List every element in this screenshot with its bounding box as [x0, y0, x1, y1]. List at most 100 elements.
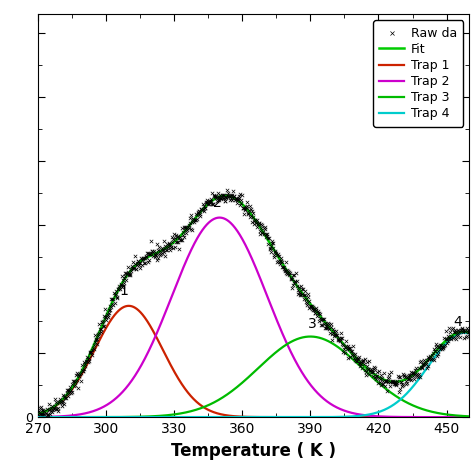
Raw da [79, 367, 87, 375]
Raw da [145, 256, 152, 264]
Raw da [54, 400, 61, 407]
Raw da [190, 219, 198, 226]
Raw da [76, 370, 84, 378]
Raw da [445, 334, 453, 341]
Raw da [66, 383, 73, 391]
Raw da [423, 357, 430, 365]
Raw da [429, 349, 437, 356]
Raw da [260, 230, 268, 237]
Raw da [159, 246, 167, 253]
Legend: Raw da, Fit, Trap 1, Trap 2, Trap 3, Trap 4: Raw da, Fit, Trap 1, Trap 2, Trap 3, Tra… [373, 20, 463, 127]
Raw da [182, 224, 190, 231]
Raw da [47, 404, 55, 411]
Raw da [58, 399, 66, 406]
Raw da [170, 230, 178, 237]
Raw da [355, 353, 363, 360]
Raw da [279, 263, 287, 271]
Raw da [167, 243, 175, 251]
Raw da [428, 351, 436, 358]
Raw da [296, 292, 303, 299]
Raw da [458, 324, 465, 331]
Raw da [389, 378, 396, 386]
Raw da [237, 201, 244, 209]
Raw da [54, 408, 62, 415]
Raw da [227, 194, 235, 201]
Raw da [162, 253, 169, 260]
Raw da [270, 251, 278, 259]
Raw da [39, 406, 46, 414]
Raw da [276, 257, 283, 265]
Raw da [371, 365, 379, 372]
Raw da [186, 215, 194, 222]
Raw da [155, 244, 163, 251]
Raw da [68, 389, 76, 396]
Raw da [156, 247, 164, 255]
Raw da [173, 234, 181, 241]
Raw da [144, 249, 151, 257]
Raw da [271, 248, 279, 255]
Raw da [303, 301, 311, 309]
Raw da [276, 261, 284, 268]
Raw da [83, 357, 91, 365]
Raw da [315, 310, 323, 317]
Raw da [367, 365, 375, 373]
Raw da [343, 343, 350, 350]
Raw da [160, 248, 167, 255]
Raw da [332, 331, 339, 339]
Raw da [140, 255, 148, 262]
Raw da [380, 369, 388, 377]
Raw da [255, 219, 263, 227]
Raw da [246, 202, 254, 210]
Raw da [50, 405, 58, 413]
Raw da [182, 227, 189, 234]
Raw da [325, 326, 333, 333]
Raw da [114, 285, 122, 292]
Raw da [75, 372, 83, 380]
Raw da [336, 337, 344, 345]
Raw da [143, 249, 151, 257]
Trap 3 [466, 413, 472, 419]
Raw da [365, 371, 373, 378]
Raw da [283, 258, 290, 266]
Raw da [93, 335, 100, 342]
Raw da [150, 247, 158, 255]
Raw da [291, 279, 298, 287]
Raw da [357, 358, 365, 365]
Raw da [46, 410, 54, 418]
Raw da [415, 371, 423, 378]
Raw da [179, 228, 187, 236]
Raw da [275, 253, 283, 260]
Trap 1 [126, 303, 131, 309]
Raw da [123, 270, 131, 278]
Raw da [413, 371, 421, 378]
Raw da [434, 353, 441, 360]
Trap 2 [110, 398, 116, 404]
Trap 3 [458, 413, 464, 419]
Raw da [100, 322, 108, 329]
Raw da [201, 204, 209, 212]
Raw da [222, 193, 230, 201]
Trap 3 [84, 414, 90, 420]
Fit [84, 357, 90, 363]
Raw da [147, 249, 155, 257]
Raw da [349, 350, 357, 358]
Raw da [344, 346, 351, 353]
Raw da [93, 340, 101, 348]
Raw da [109, 301, 117, 309]
Raw da [305, 291, 312, 298]
Raw da [443, 339, 451, 346]
Raw da [293, 277, 301, 284]
Raw da [153, 240, 161, 248]
Raw da [167, 243, 174, 250]
Raw da [346, 353, 354, 361]
Raw da [372, 373, 379, 381]
Raw da [326, 329, 334, 337]
Raw da [64, 392, 72, 400]
Raw da [264, 234, 272, 242]
Raw da [321, 324, 328, 332]
Raw da [283, 270, 291, 278]
Raw da [383, 387, 391, 395]
Raw da [103, 314, 110, 321]
Raw da [69, 377, 77, 385]
Raw da [106, 302, 113, 310]
